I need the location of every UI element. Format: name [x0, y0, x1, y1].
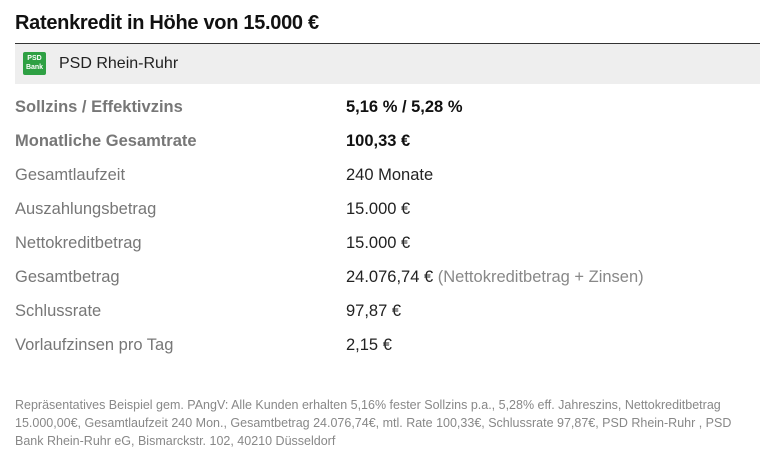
- row-label: Sollzins / Effektivzins: [15, 98, 183, 116]
- value-text: 15.000 €: [346, 200, 411, 218]
- row-label: Auszahlungsbetrag: [15, 200, 157, 218]
- logo-text: Bank: [25, 64, 44, 71]
- value-text: 100,33 €: [346, 132, 411, 150]
- value-text: 240 Monate: [346, 166, 434, 184]
- table-row: Gesamtbetrag 24.076,74 € (Nettokreditbetr…: [15, 264, 760, 298]
- row-label: Gesamtlaufzeit: [15, 166, 126, 184]
- footnote: Repräsentatives Beispiel gem. PAngV: All…: [15, 398, 732, 448]
- value-text: 24.076,74 €: [346, 268, 434, 286]
- row-value: 15.000 €: [346, 230, 410, 256]
- table-row: Nettokreditbetrag 15.000 €: [15, 230, 760, 264]
- bank-logo: PSD Bank: [23, 52, 46, 75]
- row-label: Vorlaufzinsen pro Tag: [15, 336, 174, 354]
- value-note: (Nettokreditbetrag + Zinsen): [437, 268, 644, 286]
- table-row: Vorlaufzinsen pro Tag 2,15 €: [15, 332, 760, 366]
- value-text: 2,15 €: [346, 336, 392, 354]
- row-value: 240 Monate: [346, 162, 433, 188]
- details-table: Sollzins / Effektivzins 5,16 % / 5,28 % Mo…: [15, 94, 760, 366]
- rule: [15, 43, 760, 44]
- table-row: Sollzins / Effektivzins 5,16 % / 5,28 %: [15, 94, 760, 128]
- row-label: Nettokreditbetrag: [15, 234, 142, 252]
- logo-text: PSD: [27, 55, 42, 62]
- row-value: 97,87 €: [346, 298, 401, 324]
- value-text: 5,16 % / 5,28 %: [346, 98, 463, 116]
- row-label: Schlussrate: [15, 302, 102, 320]
- row-value: 5,16 % / 5,28 %: [346, 94, 463, 120]
- row-value: 15.000 €: [346, 196, 410, 222]
- table-row: Gesamtlaufzeit 240 Monate: [15, 162, 760, 196]
- row-value: 24.076,74 € (Nettokreditbetrag + Zinsen): [346, 264, 644, 290]
- row-value: 100,33 €: [346, 128, 410, 154]
- table-row: Schlussrate 97,87 €: [15, 298, 760, 332]
- row-label: Gesamtbetrag: [15, 268, 120, 286]
- table-row: Auszahlungsbetrag 15.000 €: [15, 196, 760, 230]
- title: Ratenkredit in Höhe von 15.000 €: [15, 12, 319, 34]
- row-value: 2,15 €: [346, 332, 392, 358]
- value-text: 15.000 €: [346, 234, 411, 252]
- bank-bar: PSD Bank PSD Rhein-Ruhr: [15, 44, 760, 84]
- table-row: Monatliche Gesamtrate 100,33 €: [15, 128, 760, 162]
- value-text: 97,87 €: [346, 302, 402, 320]
- row-label: Monatliche Gesamtrate: [15, 132, 197, 150]
- bank-name: PSD Rhein-Ruhr: [59, 55, 179, 72]
